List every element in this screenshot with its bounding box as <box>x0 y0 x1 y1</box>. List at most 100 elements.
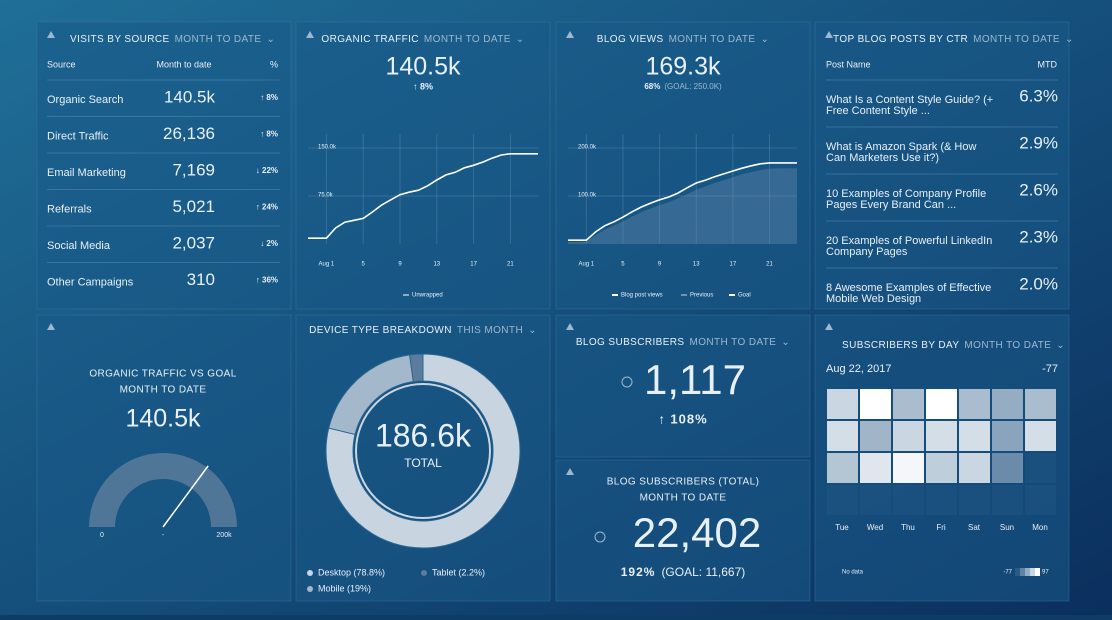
widget-subtitle: MONTH TO DATE <box>640 493 727 504</box>
heat-cell-empty <box>893 485 924 515</box>
x-tick-label: 5 <box>621 262 625 268</box>
selected-date: Aug 22, 2017 <box>826 363 891 375</box>
heat-cell <box>1025 421 1056 451</box>
post-ctr: 2.9% <box>1019 133 1058 152</box>
kpi-goal: 68% (GOAL: 250.0K) <box>644 82 722 91</box>
post-title: Free Content Style ... <box>826 105 930 117</box>
column-header: Post Name <box>826 59 871 69</box>
panel <box>814 21 1070 310</box>
weekday-label: Tue <box>835 523 849 532</box>
dropdown[interactable]: ⌄ <box>516 34 525 45</box>
heat-cell <box>992 453 1023 483</box>
column-header: MTD <box>1038 59 1058 69</box>
source-change: ↑ 8% <box>260 93 278 102</box>
kpi-value: 169.3k <box>645 53 721 81</box>
dropdown[interactable]: ⌄ <box>1056 340 1065 351</box>
title: SUBSCRIBERS BY DAY <box>842 340 959 351</box>
kpi-goal: 192% (GOAL: 11,667) <box>621 565 746 579</box>
heat-cell <box>827 453 858 483</box>
x-tick-label: 9 <box>658 262 662 268</box>
scale-max: 97 <box>1042 570 1049 576</box>
post-title: Can Marketers Use it?) <box>826 152 939 164</box>
heat-cell <box>1025 389 1056 419</box>
column-header: % <box>270 59 278 69</box>
post-title: 20 Examples of Powerful LinkedIn <box>826 235 992 247</box>
kpi-value: 140.5k <box>125 405 201 433</box>
subtitle: MONTH TO DATE <box>669 34 756 45</box>
scale-swatch <box>1035 568 1040 576</box>
heat-cell <box>893 389 924 419</box>
column-header: Source <box>47 59 76 69</box>
legend-dot <box>307 570 313 576</box>
post-ctr: 2.0% <box>1019 274 1058 293</box>
source-name: Direct Traffic <box>47 130 109 142</box>
source-name: Email Marketing <box>47 167 126 179</box>
source-change: ↑ 36% <box>256 276 278 285</box>
widget-title: BLOG SUBSCRIBERS (TOTAL) <box>607 477 760 488</box>
no-data-label: No data <box>842 570 864 576</box>
area <box>568 168 797 244</box>
scale-swatch <box>1015 568 1020 576</box>
subtitle: MONTH TO DATE <box>964 340 1051 351</box>
source-value: 310 <box>187 270 215 289</box>
warning-icon <box>566 468 574 475</box>
x-tick-label: 9 <box>398 262 402 268</box>
x-tick-label: Aug 1 <box>319 262 335 268</box>
post-title: Pages Every Brand Can ... <box>826 199 956 211</box>
legend-label: Desktop (78.8%) <box>318 567 385 577</box>
heat-cell <box>959 389 990 419</box>
heat-cell-empty <box>827 485 858 515</box>
post-title: Company Pages <box>826 246 908 258</box>
post-title: 8 Awesome Examples of Effective <box>826 282 991 294</box>
panel <box>555 459 811 602</box>
source-value: 2,037 <box>172 233 215 252</box>
kpi-change: ↑ 8% <box>413 81 433 91</box>
dropdown[interactable]: ⌄ <box>760 34 769 45</box>
warning-icon <box>566 31 574 38</box>
scale-min: -77 <box>1003 570 1012 576</box>
source-change: ↑ 24% <box>256 203 278 212</box>
post-title: 10 Examples of Company Profile <box>826 188 986 200</box>
goal: (GOAL: 250.0K) <box>664 82 722 91</box>
dropdown[interactable]: ⌄ <box>1065 34 1074 45</box>
weekday-label: Thu <box>901 523 915 532</box>
heat-cell <box>926 389 957 419</box>
x-tick-label: 21 <box>507 262 514 268</box>
source-value: 140.5k <box>164 87 216 106</box>
x-tick-label: Aug 1 <box>578 262 594 268</box>
y-tick-label: 75.0k <box>318 193 334 199</box>
donut-total: 186.6k <box>375 417 472 453</box>
x-tick-label: 17 <box>730 262 737 268</box>
heat-cell-empty <box>1025 453 1056 483</box>
title: ORGANIC TRAFFIC <box>321 34 418 45</box>
gauge-track <box>89 453 237 527</box>
scale-swatch <box>1020 568 1025 576</box>
kpi-value: 22,402 <box>633 509 761 556</box>
heat-cell <box>893 453 924 483</box>
heat-cell <box>926 421 957 451</box>
heat-cell-empty <box>860 485 891 515</box>
source-value: 7,169 <box>172 160 215 179</box>
dropdown[interactable]: ⌄ <box>266 34 275 45</box>
subtitle: MONTH TO DATE <box>424 34 511 45</box>
legend-dot <box>421 570 427 576</box>
kpi-change: ↑ 108% <box>658 411 707 426</box>
legend-label: Tablet (2.2%) <box>432 567 485 577</box>
warning-icon <box>47 31 55 38</box>
gauge-max: 200k <box>216 532 232 539</box>
panel <box>555 314 811 458</box>
legend-label: Goal <box>738 293 751 299</box>
goal: (GOAL: 11,667) <box>661 565 745 579</box>
percent: 68% <box>644 82 660 91</box>
dropdown[interactable]: ⌄ <box>781 337 790 348</box>
donut-slice <box>409 353 424 383</box>
weekday-label: Sun <box>1000 523 1014 532</box>
dropdown[interactable]: ⌄ <box>528 325 537 336</box>
post-title: Mobile Web Design <box>826 293 921 305</box>
warning-icons <box>47 31 833 475</box>
heat-cell <box>992 389 1023 419</box>
warning-icon <box>825 31 833 38</box>
warning-icon <box>306 31 314 38</box>
source-value: 26,136 <box>163 124 215 143</box>
x-tick-label: 13 <box>693 262 700 268</box>
